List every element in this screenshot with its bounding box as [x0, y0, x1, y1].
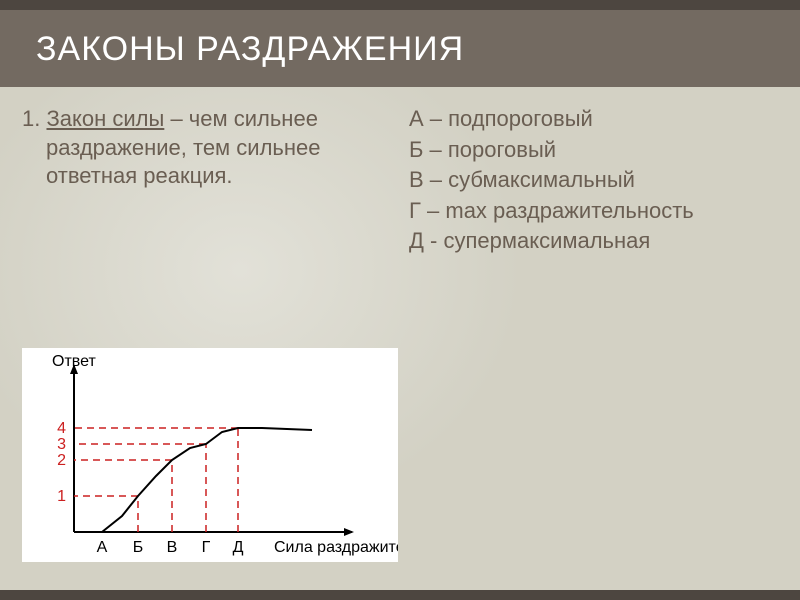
title-bar: ЗАКОНЫ РАЗДРАЖЕНИЯ [0, 10, 800, 87]
svg-text:2: 2 [57, 452, 66, 469]
law-number: 1. [22, 106, 40, 131]
legend-item: Б – пороговый [409, 136, 778, 165]
bottom-border [0, 590, 800, 600]
legend-item: В – субмаксимальный [409, 166, 778, 195]
right-column: А – подпороговый Б – пороговый В – субма… [409, 105, 778, 258]
law-paragraph: 1. Закон силы – чем сильнее раздражение,… [22, 105, 391, 191]
page-title: ЗАКОНЫ РАЗДРАЖЕНИЯ [36, 30, 800, 69]
left-column: 1. Закон силы – чем сильнее раздражение,… [22, 105, 391, 258]
svg-text:Б: Б [133, 539, 144, 556]
svg-text:А: А [97, 539, 108, 556]
svg-text:В: В [167, 539, 178, 556]
chart-container: ОтветАБВГД1234Сила раздражителя [22, 348, 398, 562]
legend-item: Г – max раздражительность [409, 197, 778, 226]
chart-svg: ОтветАБВГД1234Сила раздражителя [22, 348, 398, 562]
svg-text:4: 4 [57, 420, 66, 437]
svg-text:Г: Г [202, 539, 211, 556]
svg-text:1: 1 [57, 488, 66, 505]
svg-text:Д: Д [233, 539, 244, 556]
law-name: Закон силы [46, 106, 164, 131]
top-border [0, 0, 800, 10]
svg-text:3: 3 [57, 436, 66, 453]
svg-text:Сила раздражителя: Сила раздражителя [274, 539, 398, 556]
legend-item: Д - супермаксимальная [409, 227, 778, 256]
legend-item: А – подпороговый [409, 105, 778, 134]
content-area: 1. Закон силы – чем сильнее раздражение,… [0, 87, 800, 258]
